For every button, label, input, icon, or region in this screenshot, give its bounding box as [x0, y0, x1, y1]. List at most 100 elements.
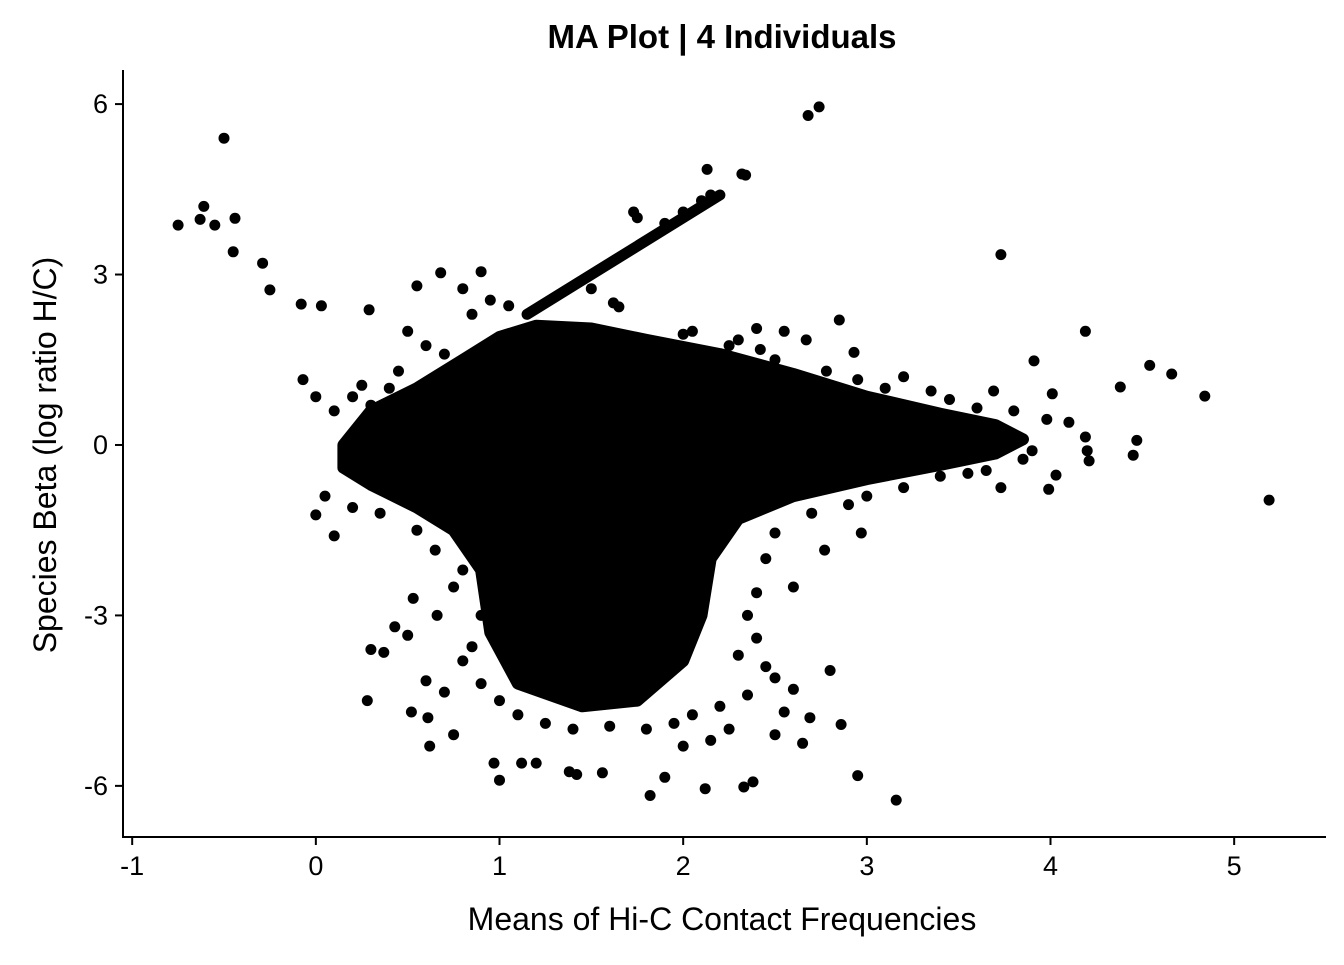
scatter-point — [843, 499, 854, 511]
chart-title: MA Plot | 4 Individuals — [547, 18, 896, 55]
scatter-point — [800, 334, 812, 346]
scatter-point — [824, 665, 836, 676]
scatter-point — [585, 283, 597, 295]
scatter-point — [402, 325, 414, 337]
scatter-point — [393, 365, 404, 377]
scatter-point — [475, 609, 487, 621]
scatter-point — [995, 482, 1007, 494]
scatter-point — [361, 695, 373, 707]
scatter-point — [1079, 325, 1091, 337]
scatter-point — [686, 325, 698, 337]
scatter-point — [797, 737, 809, 749]
scatter-point — [769, 729, 781, 741]
scatter-point — [971, 402, 983, 414]
scatter-point — [457, 655, 469, 667]
scatter-point — [1028, 355, 1040, 367]
scatter-point — [438, 348, 450, 360]
scatter-point — [751, 323, 763, 334]
scatter-point — [898, 371, 910, 383]
scatter-point — [934, 470, 946, 482]
scatter-point — [422, 712, 434, 724]
scatter-point — [310, 509, 322, 521]
scatter-point — [389, 621, 401, 633]
scatter-point — [769, 527, 781, 539]
scatter-point — [297, 374, 309, 386]
scatter-point — [742, 689, 753, 701]
scatter-point — [530, 757, 542, 769]
scatter-point — [751, 632, 763, 644]
scatter-point — [677, 328, 689, 340]
scatter-point — [890, 794, 902, 806]
scatter-point — [438, 686, 450, 698]
scatter-point — [732, 334, 744, 346]
scatter-point — [172, 219, 184, 231]
scatter-point — [475, 678, 487, 690]
scatter-point — [1083, 455, 1095, 467]
scatter-point — [1079, 431, 1091, 443]
dense-point-cloud — [337, 319, 1029, 713]
y-tick-label: -6 — [84, 771, 108, 801]
scatter-point — [1131, 434, 1143, 446]
scatter-point — [802, 110, 814, 121]
scatter-point — [769, 354, 781, 366]
scatter-point — [677, 740, 689, 752]
scatter-point — [751, 587, 763, 599]
scatter-point — [457, 564, 469, 576]
scatter-point — [964, 433, 976, 445]
scatter-point — [356, 379, 368, 391]
scatter-point — [778, 706, 790, 718]
scatter-point — [696, 195, 707, 207]
x-tick-label: 3 — [859, 851, 874, 881]
scatter-point — [512, 709, 524, 721]
scatter-point — [861, 490, 873, 502]
diagonal-point-streak — [521, 189, 726, 320]
scatter-point — [699, 783, 711, 795]
scatter-point — [1263, 494, 1275, 506]
scatter-point — [747, 776, 759, 788]
scatter-point — [411, 524, 423, 536]
scatter-point — [1144, 359, 1156, 371]
scatter-point — [218, 132, 230, 144]
y-tick-label: -3 — [84, 600, 108, 630]
scatter-point — [484, 294, 496, 306]
scatter-point — [732, 649, 744, 661]
scatter-point — [980, 465, 992, 476]
scatter-point — [723, 723, 735, 735]
scatter-point — [995, 249, 1007, 261]
scatter-point — [668, 717, 680, 729]
scatter-point — [457, 283, 469, 295]
scatter-point — [402, 629, 414, 641]
scatter-point — [677, 206, 689, 218]
x-axis-label: Means of Hi-C Contact Frequencies — [468, 901, 977, 937]
y-tick-label: 6 — [93, 89, 108, 119]
x-tick-label: 2 — [676, 851, 691, 881]
scatter-point — [1043, 483, 1055, 495]
scatter-point — [740, 169, 752, 181]
axes-layer: -1 0 1 2 3 4 5 -6 -3 0 3 6 — [84, 70, 1326, 881]
scatter-point — [466, 641, 478, 653]
scatter-point — [365, 399, 377, 411]
scatter-point — [852, 770, 864, 782]
y-axis-label: Species Beta (log ratio H/C) — [27, 257, 63, 654]
scatter-point — [1114, 381, 1126, 393]
scatter-point — [705, 189, 717, 201]
scatter-point — [596, 767, 608, 779]
scatter-point — [571, 769, 583, 780]
scatter-point — [778, 325, 790, 337]
scatter-point — [264, 284, 276, 296]
scatter-point — [494, 774, 505, 786]
scatter-point — [448, 581, 460, 593]
scatter-point — [613, 301, 625, 313]
scatter-point — [659, 217, 671, 229]
scatter-point — [1017, 453, 1029, 465]
x-tick-label: -1 — [120, 851, 144, 881]
scatter-point — [742, 609, 753, 621]
scatter-point — [420, 675, 432, 687]
y-tick-label: 3 — [93, 260, 108, 290]
scatter-point — [659, 771, 671, 783]
scatter-point — [848, 346, 860, 358]
scatter-point — [813, 101, 825, 113]
scatter-point — [257, 257, 269, 269]
scatter-point — [539, 717, 551, 729]
scatter-point — [411, 280, 423, 292]
